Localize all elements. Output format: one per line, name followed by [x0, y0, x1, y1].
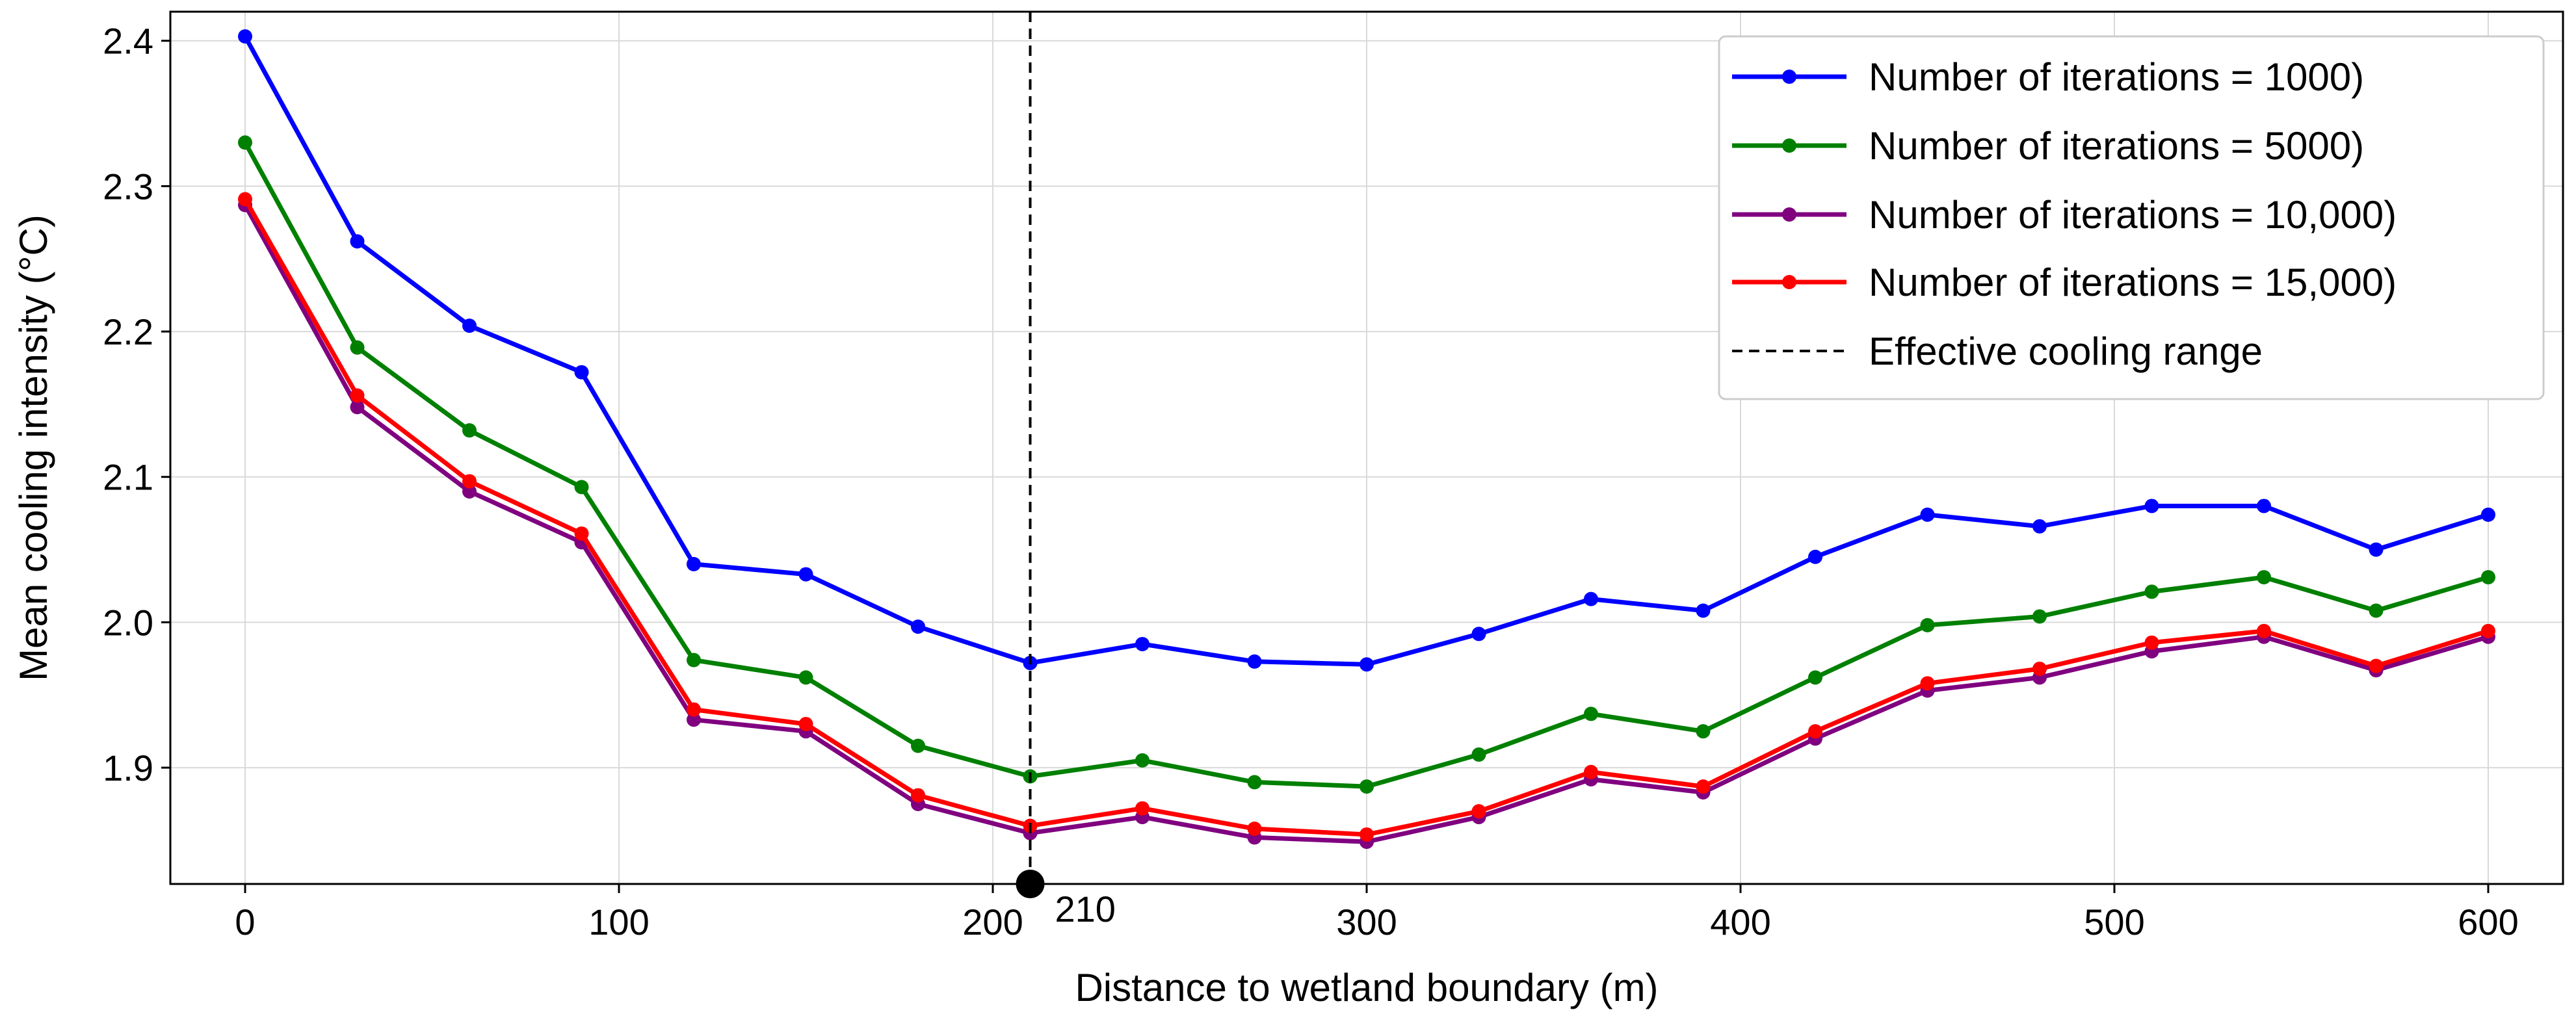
x-tick-label: 500	[2084, 902, 2144, 942]
data-point	[1808, 670, 1822, 685]
data-point	[798, 716, 813, 731]
legend-label: Number of iterations = 10,000)	[1869, 193, 2397, 237]
data-point	[687, 556, 701, 571]
legend: Number of iterations = 1000) Number of it…	[1718, 35, 2545, 400]
data-point	[1696, 603, 1711, 618]
data-point	[2481, 570, 2495, 585]
data-point	[2144, 584, 2159, 599]
data-point	[2032, 519, 2047, 534]
data-point	[574, 480, 589, 495]
data-point	[1584, 591, 1598, 606]
legend-marker	[1782, 138, 1796, 153]
y-tick-label: 2.0	[103, 602, 153, 643]
legend-label: Number of iterations = 5000)	[1869, 124, 2364, 168]
data-point	[1247, 775, 1262, 790]
x-tick-label: 200	[962, 902, 1023, 942]
data-point	[574, 365, 589, 380]
data-point	[2369, 658, 2384, 673]
data-point	[2032, 609, 2047, 624]
data-point	[798, 567, 813, 582]
data-point	[2481, 507, 2495, 522]
y-tick-label: 1.9	[103, 747, 153, 788]
data-point	[1135, 753, 1150, 768]
y-tick-label: 2.1	[103, 457, 153, 498]
data-point	[2369, 603, 2384, 618]
y-tick-label: 2.2	[103, 311, 153, 352]
data-point	[350, 388, 365, 403]
data-point	[1360, 779, 1374, 794]
data-point	[2257, 570, 2271, 585]
x-tick-label: 300	[1336, 902, 1397, 942]
data-point	[462, 318, 477, 333]
legend-marker	[1782, 275, 1796, 289]
data-point	[238, 192, 252, 207]
y-tick-label: 2.4	[103, 21, 153, 62]
data-point	[1471, 627, 1486, 642]
data-point	[2257, 499, 2271, 513]
data-point	[2257, 623, 2271, 638]
series-2	[238, 135, 2495, 794]
data-point	[911, 619, 925, 634]
data-point	[1247, 822, 1262, 837]
data-point	[911, 788, 925, 803]
series-1	[238, 29, 2495, 672]
data-point	[462, 474, 477, 489]
legend-marker	[1782, 70, 1796, 84]
data-point	[462, 484, 477, 499]
highlight-point-label: 210	[1055, 889, 1116, 929]
data-point	[1360, 827, 1374, 842]
data-point	[1584, 707, 1598, 721]
data-point	[1808, 724, 1822, 739]
legend-label: Effective cooling range	[1869, 330, 2263, 373]
data-point	[238, 135, 252, 150]
data-point	[798, 670, 813, 685]
legend-label: Number of iterations = 15,000)	[1869, 261, 2397, 304]
series-layer	[238, 29, 2495, 850]
data-point	[2144, 635, 2159, 650]
data-point	[1471, 804, 1486, 819]
data-point	[2144, 499, 2159, 513]
data-point	[1808, 549, 1822, 564]
x-tick-label: 600	[2458, 902, 2518, 942]
data-point	[350, 400, 365, 415]
data-point	[574, 526, 589, 541]
data-point	[238, 29, 252, 44]
data-point	[1360, 657, 1374, 672]
data-point	[350, 340, 365, 355]
x-axis-label: Distance to wetland boundary (m)	[1075, 966, 1658, 1009]
data-point	[2032, 661, 2047, 676]
data-point	[1920, 507, 1935, 522]
legend-marker	[1782, 207, 1796, 222]
data-point	[1135, 801, 1150, 816]
data-point	[1920, 676, 1935, 691]
y-axis-label: Mean cooling intensity (°C)	[12, 214, 55, 681]
data-point	[911, 738, 925, 753]
data-point	[2369, 542, 2384, 557]
x-tick-label: 100	[588, 902, 649, 942]
y-tick-label: 2.3	[103, 166, 153, 207]
data-point	[687, 702, 701, 717]
data-point	[350, 234, 365, 249]
data-point	[2481, 623, 2495, 638]
data-point	[1471, 747, 1486, 762]
data-point	[1920, 617, 1935, 632]
axis-ticks: 0 100 200 300 400 500 600 1.9 2.0 2.1 2.2 2.3 2.4	[103, 21, 2519, 942]
legend-box	[1718, 35, 2545, 400]
x-tick-label: 400	[1710, 902, 1770, 942]
data-point	[1247, 654, 1262, 669]
data-point	[1135, 636, 1150, 651]
highlight-point-marker	[1016, 870, 1045, 898]
legend-label: Number of iterations = 1000)	[1869, 55, 2364, 99]
series-4	[238, 192, 2495, 842]
data-point	[687, 712, 701, 727]
data-point	[1584, 764, 1598, 779]
data-point	[1696, 724, 1711, 739]
data-point	[462, 423, 477, 438]
data-point	[687, 653, 701, 668]
x-tick-label: 0	[235, 902, 255, 942]
data-point	[1696, 779, 1711, 794]
